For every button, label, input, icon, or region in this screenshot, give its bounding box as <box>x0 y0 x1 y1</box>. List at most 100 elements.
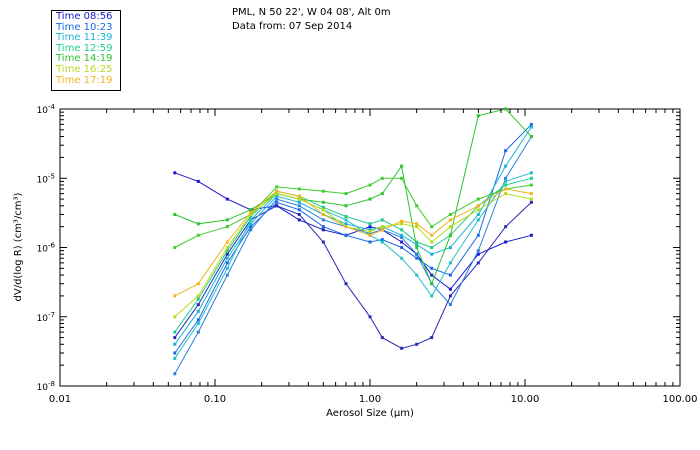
series-point <box>529 122 533 126</box>
series-point <box>275 192 279 196</box>
series-point <box>380 176 384 180</box>
series-point <box>415 225 419 229</box>
series-point <box>504 176 508 180</box>
series-point <box>249 208 253 212</box>
series-point <box>430 240 434 244</box>
series-point <box>196 179 200 183</box>
series-point <box>380 336 384 340</box>
series-point <box>297 213 301 216</box>
legend-item: Time 11:39 <box>56 32 113 44</box>
series-point <box>448 233 452 237</box>
y-tick-exponent: -8 <box>48 380 55 388</box>
series-point <box>173 336 177 340</box>
series-point <box>415 243 419 247</box>
chart-date-subtitle: Data from: 07 Sep 2014 <box>232 21 353 32</box>
x-tick-label: 0.01 <box>49 394 71 405</box>
series-point <box>196 322 200 325</box>
series-point <box>415 342 419 346</box>
series-point <box>448 287 452 291</box>
series-point <box>430 233 434 237</box>
series-point <box>529 171 533 175</box>
series-point <box>400 346 404 350</box>
series-point <box>225 240 229 244</box>
y-tick-label: 10-6 <box>37 242 56 255</box>
series-point <box>529 135 533 139</box>
series-point <box>344 192 348 196</box>
y-tick-base: 10 <box>37 175 49 185</box>
series-point <box>368 197 372 201</box>
y-tick-label: 10-7 <box>37 311 55 324</box>
series-point <box>249 225 253 229</box>
series-point <box>368 228 372 232</box>
series-point <box>173 330 177 334</box>
chart-location-title: PML, N 50 22', W 04 08', Alt 0m <box>232 7 391 18</box>
series-point <box>415 256 419 260</box>
series-point <box>430 246 434 249</box>
y-tick-exponent: -6 <box>48 242 56 250</box>
y-tick-label: 10-8 <box>37 380 55 393</box>
series-point <box>476 213 480 216</box>
legend-item: Time 17:19 <box>56 74 113 86</box>
series-point <box>476 197 480 201</box>
series-point <box>321 218 325 222</box>
series-point <box>400 256 404 260</box>
series-point <box>344 218 348 222</box>
series-point <box>368 183 372 187</box>
series-point <box>225 256 229 260</box>
series-point <box>504 149 508 153</box>
y-tick-base: 10 <box>37 106 49 116</box>
series-point <box>476 208 480 212</box>
series-point <box>344 225 348 229</box>
y-tick-base: 10 <box>37 314 49 324</box>
series-point <box>448 273 452 277</box>
y-axis-label: dV/d(log R) (cm³/cm³) <box>13 192 24 301</box>
series-line <box>174 124 532 354</box>
series-point <box>297 208 301 212</box>
series-point <box>344 282 348 286</box>
series-point <box>196 330 200 334</box>
series-point <box>415 240 419 244</box>
legend-item: Time 12:59 <box>56 42 113 54</box>
series-point <box>504 187 508 191</box>
series-point <box>275 204 279 208</box>
series-point <box>400 246 404 249</box>
series-point <box>430 252 434 256</box>
series-point <box>275 189 279 193</box>
series-point <box>529 125 533 129</box>
series-point <box>249 218 253 222</box>
series-point <box>368 233 372 237</box>
series-point <box>225 246 229 249</box>
series-layer <box>173 107 533 376</box>
series-point <box>249 222 253 226</box>
legend-item: Time 10:23 <box>56 21 113 33</box>
series-point <box>504 179 508 183</box>
series-point <box>415 252 419 256</box>
y-tick-exponent: -5 <box>48 172 55 180</box>
series-point <box>430 225 434 229</box>
x-tick-label: 10.00 <box>511 394 540 405</box>
series-point <box>448 303 452 307</box>
series-point <box>448 213 452 216</box>
series-point <box>448 294 452 298</box>
series-point <box>448 225 452 229</box>
series-point <box>529 176 533 180</box>
series-point <box>173 213 177 216</box>
series-point <box>430 266 434 270</box>
series-point <box>275 194 279 198</box>
series-point <box>529 200 533 204</box>
series-point <box>196 222 200 226</box>
series-point <box>344 204 348 208</box>
series-point <box>476 261 480 265</box>
series-point <box>225 249 229 253</box>
series-point <box>321 225 325 229</box>
series-point <box>321 189 325 193</box>
series-point <box>196 309 200 313</box>
series-point <box>275 185 279 189</box>
series-point <box>415 222 419 226</box>
series-point <box>196 297 200 301</box>
series-point <box>196 282 200 286</box>
series-point <box>173 351 177 355</box>
series-point <box>400 233 404 237</box>
series-point <box>225 218 229 222</box>
